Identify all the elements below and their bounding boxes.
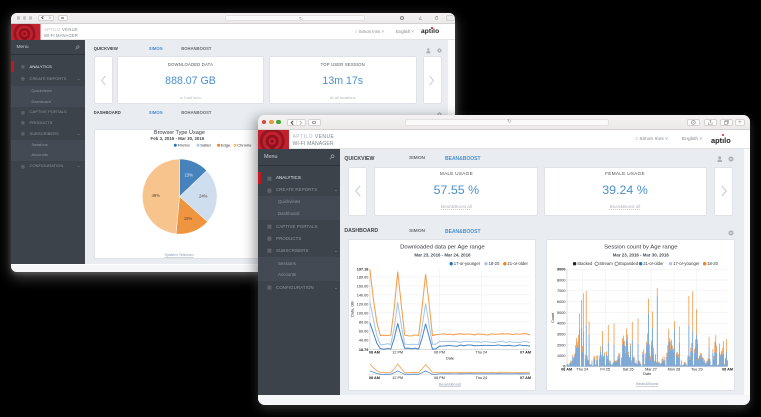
svg-text:Expanded: Expanded [619,261,639,266]
svg-text:18-20: 18-20 [707,261,718,266]
svg-text:06 PM: 06 PM [434,350,445,354]
svg-text:Bean&Boost: Bean&Boost [438,381,461,386]
svg-text:120.00: 120.00 [356,302,368,306]
svg-text:40.00: 40.00 [358,338,368,342]
svg-text:Date: Date [445,356,453,360]
svg-text:80.00: 80.00 [358,320,368,324]
svg-text:Safari: Safari [200,143,211,148]
svg-text:Feb 3, 2016 - Mar 30, 2016: Feb 3, 2016 - Mar 30, 2016 [151,136,205,141]
svg-text:21-or-older: 21-or-older [507,261,528,266]
svg-text:Firefox: Firefox [178,143,190,148]
svg-text:Mar 27: Mar 27 [645,367,657,371]
svg-text:Stacked: Stacked [577,261,593,266]
svg-text:1000: 1000 [557,354,565,358]
svg-text:Sat 26: Sat 26 [622,367,633,371]
svg-text:Browser Type Usage: Browser Type Usage [154,130,205,136]
svg-text:60.00: 60.00 [358,329,368,333]
svg-text:140.00: 140.00 [356,293,368,297]
svg-text:07 AM: 07 AM [519,376,530,380]
svg-text:4000: 4000 [557,321,565,325]
svg-text:Stream: Stream [599,261,613,266]
svg-text:17-or-younger: 17-or-younger [453,261,480,266]
svg-text:12 PM: 12 PM [392,350,403,354]
svg-text:5000: 5000 [557,311,565,315]
svg-text:24%: 24% [199,194,208,199]
svg-text:08 AM: 08 AM [368,350,379,354]
svg-text:Data, GB: Data, GB [350,301,354,317]
svg-text:06 PM: 06 PM [434,376,445,380]
svg-text:18-20: 18-20 [488,261,499,266]
svg-text:17-or-younger: 17-or-younger [673,261,700,266]
svg-text:8000: 8000 [557,278,565,282]
svg-text:12 PM: 12 PM [392,376,403,380]
svg-text:197.18: 197.18 [356,267,368,271]
svg-text:Date: Date [643,372,651,376]
svg-text:08 AM: 08 AM [368,376,379,380]
svg-text:Thu 24: Thu 24 [475,376,487,380]
svg-text:System Telecom: System Telecom [164,253,194,258]
svg-text:Thu 24: Thu 24 [576,367,588,371]
svg-text:0: 0 [563,364,565,368]
svg-text:18.79: 18.79 [358,348,368,352]
svg-text:08 AM: 08 AM [561,367,572,371]
svg-text:49%: 49% [152,193,161,198]
svg-text:Thu 24: Thu 24 [475,350,487,354]
svg-text:6000: 6000 [557,300,565,304]
svg-text:2000: 2000 [557,343,565,347]
svg-text:Session count by Age range: Session count by Age range [604,244,678,250]
svg-text:15%: 15% [184,217,193,222]
svg-text:Mar 23, 2016 - Mar 24, 2016: Mar 23, 2016 - Mar 24, 2016 [414,252,471,257]
svg-text:Downloaded data per Age range: Downloaded data per Age range [400,244,485,250]
svg-text:07 AM: 07 AM [519,350,530,354]
svg-text:Count: Count [551,312,555,323]
svg-text:Tue 29: Tue 29 [690,367,702,371]
svg-text:Chrome: Chrome [237,143,252,148]
svg-text:Fri 25: Fri 25 [600,367,610,371]
svg-text:7000: 7000 [557,289,565,293]
svg-text:Mar 23, 2016 - Mar 30, 2016: Mar 23, 2016 - Mar 30, 2016 [612,252,669,257]
svg-text:Edge: Edge [221,143,231,148]
svg-text:08 AM: 08 AM [721,367,732,371]
svg-text:3000: 3000 [557,332,565,336]
svg-text:Bean&Boost: Bean&Boost [636,381,659,386]
svg-text:9000: 9000 [557,267,565,271]
svg-text:21-or-older: 21-or-older [643,261,664,266]
svg-text:13%: 13% [185,173,194,178]
svg-text:Mon 28: Mon 28 [667,367,680,371]
svg-text:160.00: 160.00 [356,284,368,288]
svg-text:100.00: 100.00 [356,311,368,315]
svg-text:180.00: 180.00 [356,275,368,279]
